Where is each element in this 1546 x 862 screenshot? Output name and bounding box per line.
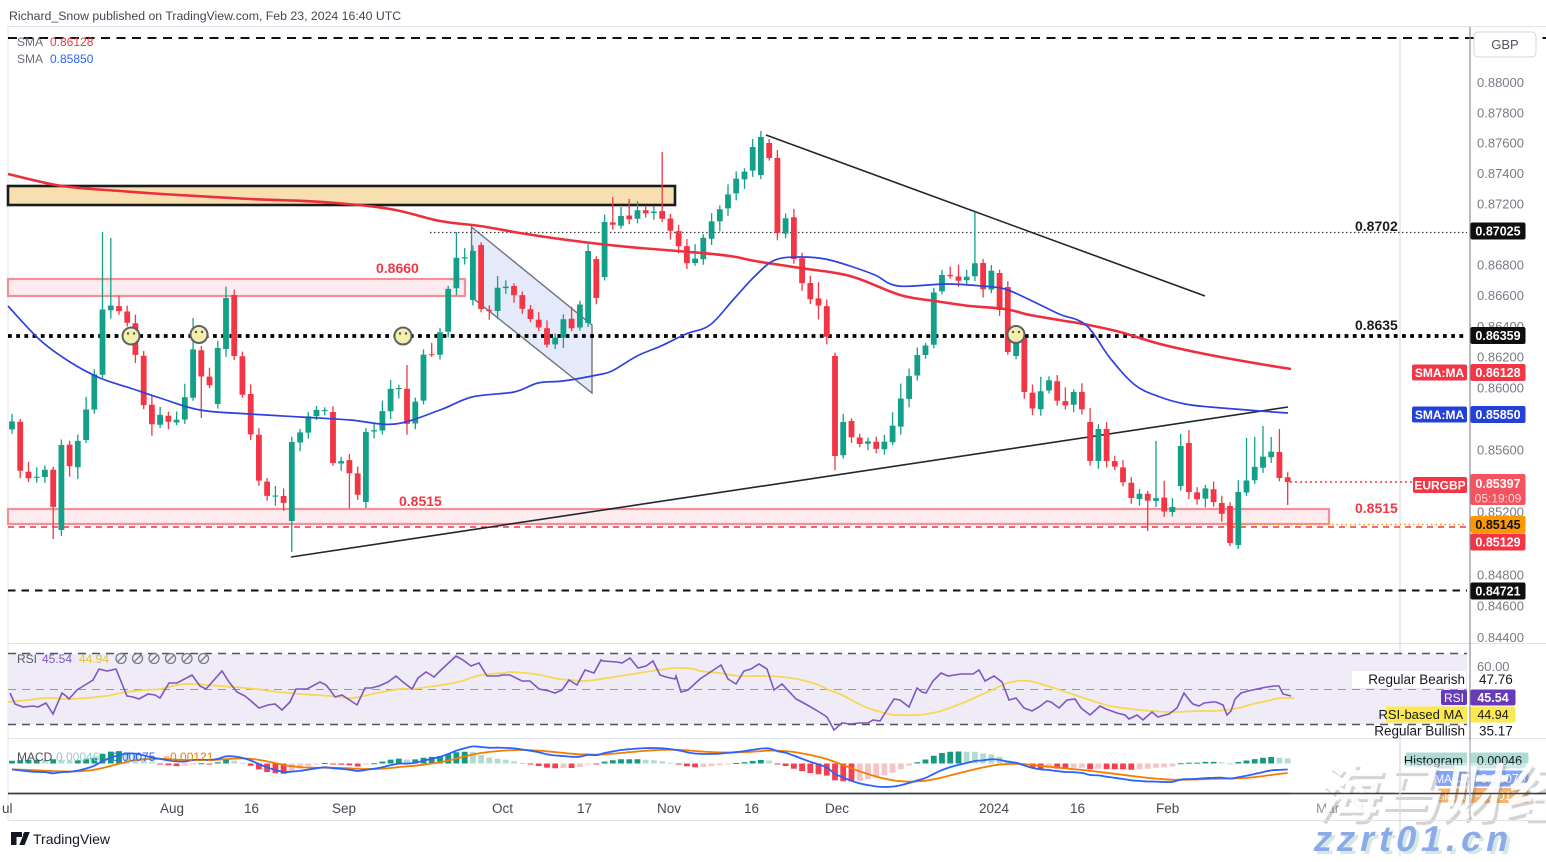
svg-text:0.87025: 0.87025 — [1475, 225, 1520, 239]
svg-text:ul: ul — [2, 801, 13, 816]
svg-text:Dec: Dec — [825, 801, 849, 816]
svg-text:Mar: Mar — [1316, 801, 1340, 816]
svg-text:Oct: Oct — [492, 801, 513, 816]
svg-text:MACD: MACD — [1435, 774, 1469, 786]
svg-text:0.8515: 0.8515 — [399, 493, 442, 509]
svg-text:0.85145: 0.85145 — [1475, 518, 1520, 532]
svg-text:0.86800: 0.86800 — [1477, 258, 1524, 273]
svg-text:海马财经: 海马财经 — [1314, 760, 1546, 829]
svg-text:RSI-based MA: RSI-based MA — [1378, 707, 1463, 722]
svg-text:2024: 2024 — [979, 801, 1010, 816]
svg-text:Feb: Feb — [1156, 801, 1179, 816]
svg-text:−0.00121: −0.00121 — [163, 750, 214, 764]
svg-text:TradingView: TradingView — [33, 831, 111, 847]
svg-text:Regular Bearish: Regular Bearish — [1368, 672, 1465, 687]
svg-text:0.84721: 0.84721 — [1475, 585, 1520, 599]
svg-text:05:19:09: 05:19:09 — [1475, 492, 1522, 506]
svg-text:海马财经: 海马财经 — [1316, 763, 1546, 832]
svg-text:−0.00121: −0.00121 — [1474, 789, 1525, 803]
svg-text:0.86359: 0.86359 — [1475, 329, 1520, 343]
svg-text:RSI: RSI — [17, 652, 37, 666]
svg-text:SMA:MA: SMA:MA — [1415, 366, 1465, 380]
svg-text:60.00: 60.00 — [1477, 659, 1510, 674]
svg-text:0.87400: 0.87400 — [1477, 166, 1524, 181]
svg-text:0.86200: 0.86200 — [1477, 350, 1524, 365]
svg-text:0.85200: 0.85200 — [1477, 505, 1524, 520]
svg-text:0.85600: 0.85600 — [1477, 443, 1524, 458]
svg-text:Sep: Sep — [332, 801, 356, 816]
svg-text:0.84600: 0.84600 — [1477, 599, 1524, 614]
svg-text:0.86000: 0.86000 — [1477, 381, 1524, 396]
svg-text:EURGBP: EURGBP — [1414, 479, 1465, 493]
svg-text:0.87800: 0.87800 — [1477, 105, 1524, 120]
svg-text:35.17: 35.17 — [1479, 724, 1513, 739]
svg-text:Histogram: Histogram — [1404, 753, 1463, 768]
svg-text:SMA: SMA — [17, 35, 43, 49]
svg-text:0.86128: 0.86128 — [1475, 366, 1520, 380]
svg-text:45.54: 45.54 — [1477, 691, 1508, 705]
svg-text:0.84800: 0.84800 — [1477, 567, 1524, 582]
svg-text:0.87600: 0.87600 — [1477, 136, 1524, 151]
svg-text:zzrt01.cn: zzrt01.cn — [1314, 821, 1522, 857]
svg-text:44.94: 44.94 — [1477, 708, 1508, 722]
svg-text:0.00075: 0.00075 — [112, 750, 156, 764]
svg-text:16: 16 — [1070, 801, 1085, 816]
svg-text:Regular Bullish: Regular Bullish — [1374, 724, 1465, 739]
svg-text:17: 17 — [577, 801, 592, 816]
svg-text:0.8660: 0.8660 — [376, 260, 419, 276]
svg-text:Aug: Aug — [160, 801, 184, 816]
svg-text:0.85129: 0.85129 — [1475, 536, 1520, 550]
svg-text:16: 16 — [244, 801, 259, 816]
svg-text:44.94: 44.94 — [79, 652, 109, 666]
svg-text:0.00046: 0.00046 — [56, 750, 100, 764]
svg-text:Nov: Nov — [657, 801, 681, 816]
svg-text:SMA:MA: SMA:MA — [1415, 408, 1465, 422]
svg-text:0.00046: 0.00046 — [1477, 754, 1522, 768]
svg-text:0.84400: 0.84400 — [1477, 630, 1524, 645]
svg-text:0.88000: 0.88000 — [1477, 75, 1524, 90]
svg-text:0.85850: 0.85850 — [50, 52, 94, 66]
svg-text:45.54: 45.54 — [42, 652, 72, 666]
svg-text:GBP: GBP — [1491, 37, 1518, 52]
svg-text:0.86600: 0.86600 — [1477, 288, 1524, 303]
svg-text:47.76: 47.76 — [1479, 672, 1513, 687]
svg-text:16: 16 — [744, 801, 759, 816]
svg-text:0.8515: 0.8515 — [1355, 500, 1398, 516]
svg-text:0.86128: 0.86128 — [50, 35, 94, 49]
svg-text:MACD: MACD — [17, 750, 53, 764]
svg-text:0.85397: 0.85397 — [1475, 477, 1520, 491]
svg-text:−0.00075: −0.00075 — [1473, 772, 1526, 786]
svg-text:SMA: SMA — [17, 52, 43, 66]
svg-text:0.85850: 0.85850 — [1475, 408, 1520, 422]
svg-text:0.8635: 0.8635 — [1355, 317, 1398, 333]
svg-text:RSI: RSI — [1444, 691, 1464, 705]
svg-text:Richard_Snow published on Trad: Richard_Snow published on TradingView.co… — [9, 9, 401, 23]
svg-text:zzrt01.cn: zzrt01.cn — [1310, 818, 1518, 857]
svg-text:0.8702: 0.8702 — [1355, 218, 1398, 234]
svg-text:0.87200: 0.87200 — [1477, 196, 1524, 211]
